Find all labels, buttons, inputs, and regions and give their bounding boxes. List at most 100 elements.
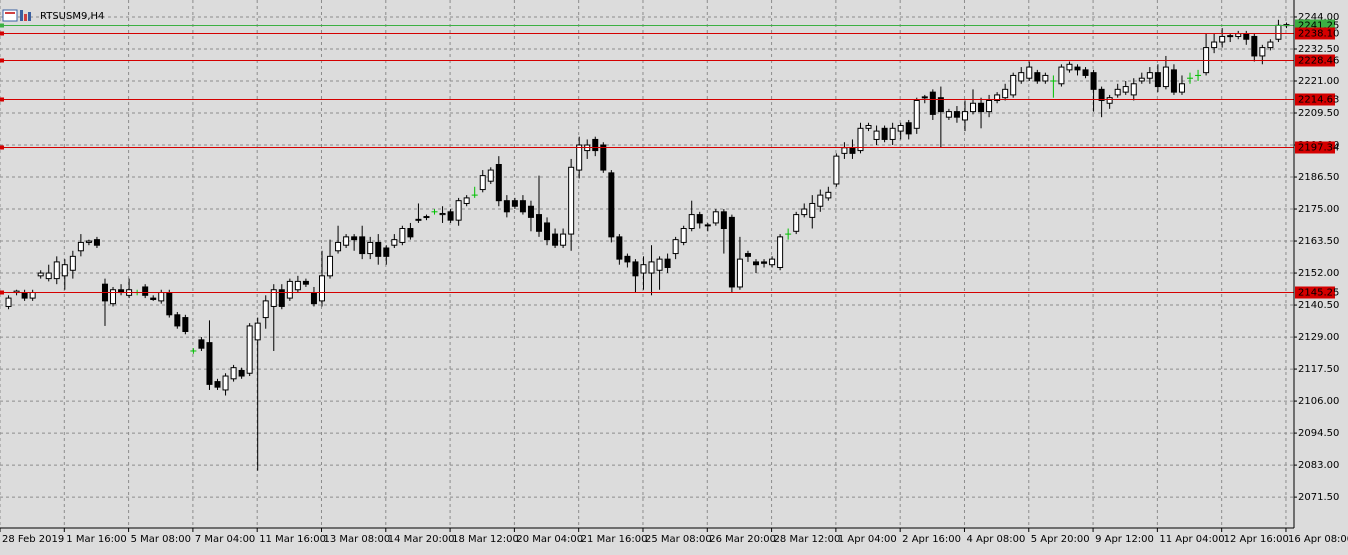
candle-body <box>817 194 824 207</box>
candle-body <box>913 99 920 129</box>
candle-body <box>487 169 494 182</box>
candle-body <box>519 200 526 213</box>
candle-body <box>1066 63 1073 71</box>
icon <box>24 14 27 21</box>
candle-body <box>1010 74 1017 96</box>
candle-body <box>929 91 936 115</box>
candle-body <box>158 292 165 302</box>
y-tick-label: 2083.00 <box>1298 460 1339 471</box>
candle-body <box>1259 47 1266 57</box>
candle-body <box>206 342 213 385</box>
y-tick-label: 2232.50 <box>1298 44 1339 55</box>
candle-body <box>351 236 358 241</box>
candle-body <box>262 300 269 319</box>
candle-body <box>994 94 1001 101</box>
candle-body <box>447 211 454 221</box>
candle-body <box>85 240 92 243</box>
y-tick-label: 2209.50 <box>1298 108 1339 119</box>
candle-body <box>1090 72 1097 90</box>
x-tick-label: 26 Mar 20:00 <box>709 534 776 545</box>
candle-body <box>1162 66 1169 88</box>
x-tick-label: 14 Mar 20:00 <box>388 534 455 545</box>
candle-body <box>495 163 502 202</box>
candle-body <box>1251 35 1258 57</box>
candle-body <box>921 96 928 99</box>
candle-body <box>1211 41 1218 49</box>
x-tick-label: 11 Apr 04:00 <box>1159 534 1224 545</box>
candle-body <box>61 264 68 277</box>
candle-body <box>568 166 575 235</box>
candle-body <box>21 292 28 299</box>
level-label: 2197.34 <box>1298 143 1339 154</box>
candle-body <box>728 216 735 288</box>
candle-body <box>37 272 44 277</box>
candle-body <box>1243 33 1250 40</box>
candle-body <box>761 261 768 264</box>
axis-labels: 2244.002232.502221.002209.502198.002186.… <box>0 12 1348 545</box>
level-label: 2145.25 <box>1298 288 1339 299</box>
candle-body <box>777 236 784 268</box>
candle-body <box>897 125 904 132</box>
candle-body <box>29 292 36 299</box>
candle-body <box>552 233 559 246</box>
icon <box>28 12 31 21</box>
candle-body <box>375 241 382 257</box>
x-tick-label: 2 Apr 16:00 <box>902 534 961 545</box>
candle-body <box>302 280 309 285</box>
candle-body <box>270 289 277 307</box>
candle-body <box>1178 83 1185 93</box>
candle-body <box>423 216 430 219</box>
candle-body <box>318 275 325 302</box>
candle-body <box>110 289 117 305</box>
level-label-bg <box>1295 141 1335 154</box>
level-label-bg <box>1295 93 1335 106</box>
candle-body <box>1235 33 1242 37</box>
candle-body <box>576 144 583 171</box>
candle-body <box>970 102 977 113</box>
candle-body <box>174 314 181 327</box>
candle-body <box>166 292 173 316</box>
candle-body <box>873 130 880 140</box>
x-tick-label: 18 Mar 12:00 <box>452 534 519 545</box>
candle-body <box>294 280 301 291</box>
candle-body <box>463 197 470 204</box>
x-tick-label: 5 Mar 08:00 <box>131 534 191 545</box>
x-tick-label: 1 Apr 04:00 <box>838 534 897 545</box>
candle-body <box>696 214 703 224</box>
candle-body <box>1034 72 1041 82</box>
candle-body <box>1138 77 1145 82</box>
y-tick-label: 2152.00 <box>1298 268 1339 279</box>
candle-body <box>632 261 639 277</box>
candle-body <box>648 261 655 274</box>
candle-body <box>849 147 856 154</box>
x-tick-label: 25 Mar 08:00 <box>645 534 712 545</box>
candle-body <box>680 228 687 243</box>
icon <box>5 12 15 14</box>
candle-body <box>254 322 261 341</box>
candle-body <box>937 97 944 113</box>
candle-body <box>53 261 60 280</box>
candle-body <box>640 264 647 274</box>
candle-body <box>1170 69 1177 93</box>
level-marker <box>0 97 4 102</box>
level-label: 2241.25 <box>1298 21 1339 32</box>
level-label-bg <box>1295 27 1335 40</box>
level-marker <box>0 290 4 295</box>
candle-body <box>841 147 848 154</box>
candle-body <box>69 255 76 271</box>
candle-body <box>600 144 607 171</box>
candle-body <box>1098 88 1105 101</box>
candle-body <box>77 241 84 252</box>
candle-body <box>1114 88 1121 96</box>
candle-body <box>1154 72 1161 88</box>
candle-body <box>1042 74 1049 82</box>
x-tick-label: 12 Apr 16:00 <box>1224 534 1289 545</box>
y-tick-label: 2140.50 <box>1298 300 1339 311</box>
candle-body <box>246 325 253 374</box>
candle-body <box>399 228 406 243</box>
candle-body <box>953 111 960 118</box>
candle-body <box>367 241 374 255</box>
candle-body <box>503 200 510 213</box>
candle-body <box>961 111 968 121</box>
